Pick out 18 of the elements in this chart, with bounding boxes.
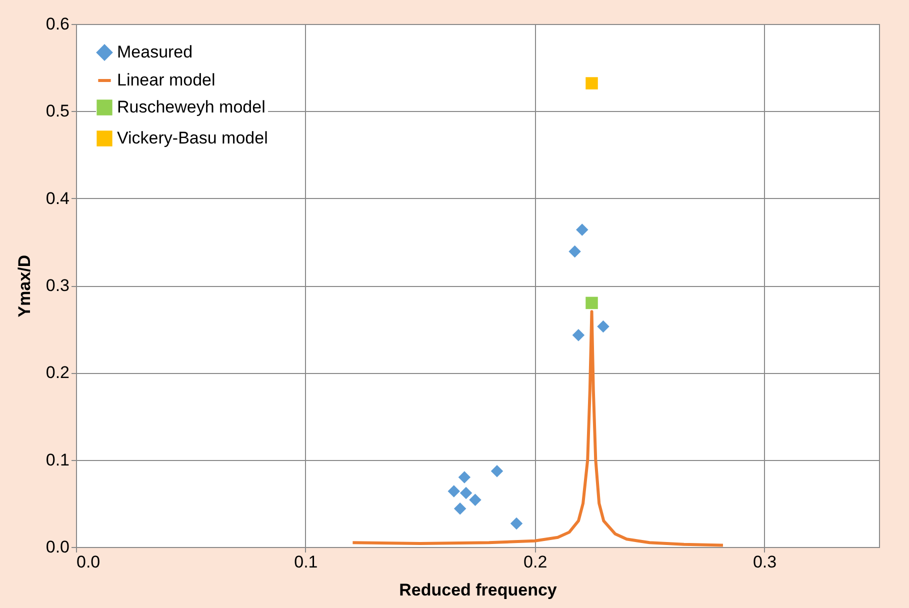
x-tick-label: 0.1: [294, 552, 318, 572]
y-axis-title: Ymax/D: [14, 254, 34, 318]
legend-label: Linear model: [117, 70, 216, 90]
line-series: [351, 310, 724, 547]
y-tick-label: 0.4: [46, 188, 70, 208]
y-tick-label: 0.1: [46, 450, 70, 470]
legend-label: Vickery-Basu model: [117, 128, 268, 148]
y-tick-label: 0.3: [46, 276, 70, 295]
x-tick-label: 0.2: [524, 552, 548, 572]
x-axis-title: Reduced frequency: [399, 580, 558, 600]
y-tick-label: 0.2: [46, 363, 70, 382]
legend-label: Measured: [117, 42, 193, 62]
y-tick-label: 0.6: [46, 14, 70, 34]
x-tick-label: 0.0: [76, 552, 100, 572]
y-tick-label: 0.5: [46, 102, 70, 121]
x-tick-label: 0.3: [752, 552, 777, 572]
legend-label: Ruscheweyh model: [117, 98, 266, 116]
y-tick-label: 0.0: [46, 538, 70, 556]
